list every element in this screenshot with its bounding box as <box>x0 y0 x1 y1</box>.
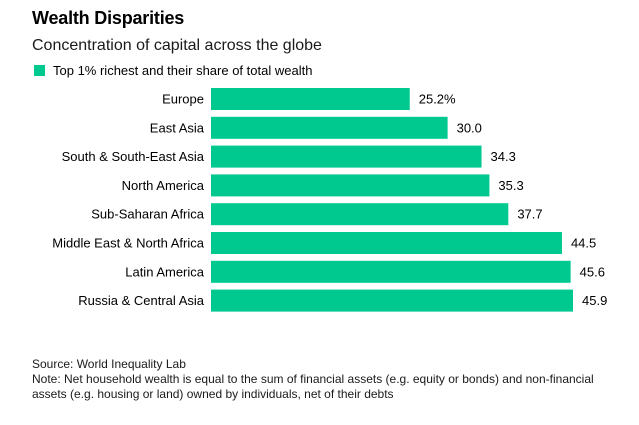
value-label: 35.3 <box>498 178 523 193</box>
bar <box>211 174 490 197</box>
bar-chart: Europe 25.2% East Asia 30.0 South & South-Ea… <box>52 88 607 312</box>
footer: Source: World Inequality Lab Note: Net h… <box>32 357 607 402</box>
category-label: Russia & Central Asia <box>78 293 204 308</box>
value-label: 45.6 <box>580 264 605 279</box>
legend-label: Top 1% richest and their share of total … <box>53 63 313 78</box>
bar <box>211 88 410 110</box>
category-label: East Asia <box>150 120 205 135</box>
category-label: North America <box>122 178 205 193</box>
value-label: 37.7 <box>517 207 542 222</box>
bars-layer: Europe 25.2% East Asia 30.0 South & South-Ea… <box>52 88 607 312</box>
chart-title: Wealth Disparities <box>32 8 185 28</box>
bar <box>211 203 509 226</box>
legend: Top 1% richest and their share of total … <box>32 63 312 78</box>
category-label: Europe <box>162 92 204 107</box>
note-text: Note: Net household wealth is equal to t… <box>32 372 594 401</box>
category-label: South & South-East Asia <box>62 149 205 164</box>
value-label: 30.0 <box>457 120 482 135</box>
bar <box>211 260 571 283</box>
category-label: Middle East & North Africa <box>52 236 204 251</box>
value-label: 44.5 <box>571 236 596 251</box>
bar <box>211 232 562 254</box>
legend-swatch <box>34 65 45 76</box>
value-label: 45.9 <box>582 293 607 308</box>
value-label: 25.2% <box>419 92 456 107</box>
bar <box>211 116 448 139</box>
category-label: Sub-Saharan Africa <box>91 207 205 222</box>
category-label: Latin America <box>125 264 205 279</box>
bar <box>211 145 482 168</box>
value-label: 34.3 <box>491 149 516 164</box>
bar <box>211 289 573 312</box>
chart-subtitle: Concentration of capital across the glob… <box>32 37 322 54</box>
source-text: Source: World Inequality Lab <box>32 357 186 371</box>
